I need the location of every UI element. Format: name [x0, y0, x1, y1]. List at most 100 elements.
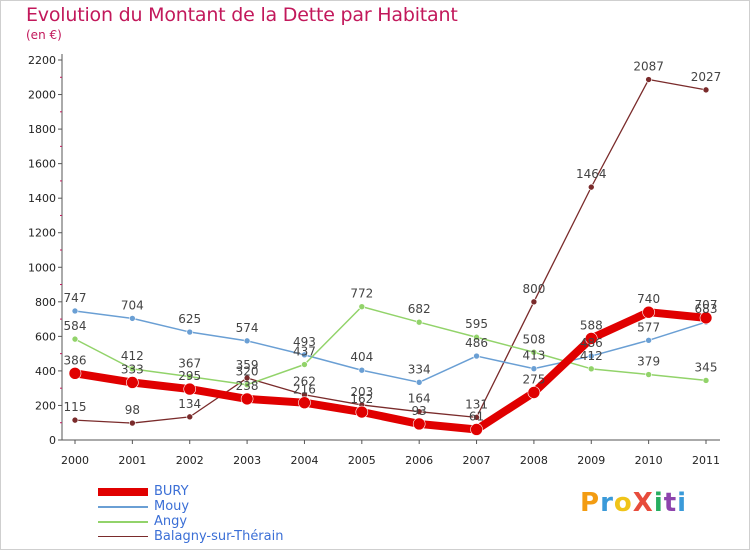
data-label: 404: [350, 350, 373, 364]
data-label: 574: [236, 321, 259, 335]
data-label: 683: [695, 302, 718, 316]
data-label: 1464: [576, 167, 607, 181]
data-point: [129, 315, 136, 322]
data-point: [473, 352, 480, 360]
data-label: 61: [469, 409, 484, 423]
data-label: 93: [412, 404, 427, 418]
data-label: 625: [178, 312, 201, 326]
x-tick-label: 2005: [348, 454, 376, 467]
data-point: [129, 419, 136, 427]
data-point: [530, 365, 538, 372]
data-point: [530, 298, 538, 306]
data-point: [298, 396, 311, 409]
data-point: [702, 377, 710, 384]
y-tick-label: 200: [35, 399, 56, 412]
data-label: 577: [637, 320, 660, 334]
data-point: [301, 361, 308, 368]
x-tick-label: 2003: [233, 454, 261, 467]
data-point: [186, 373, 194, 380]
data-point: [126, 376, 139, 389]
x-tick-label: 2008: [520, 454, 548, 467]
y-tick-label: 0: [49, 434, 56, 447]
legend-swatch: [98, 514, 148, 529]
data-label: 437: [293, 345, 316, 359]
logo-letter: X: [632, 488, 654, 518]
data-label: 162: [350, 392, 373, 406]
data-point: [186, 328, 194, 336]
data-point: [71, 416, 79, 424]
data-label: 486: [465, 336, 488, 350]
data-point: [243, 381, 251, 389]
logo-letter: i: [653, 488, 664, 518]
data-label: 508: [522, 332, 545, 346]
data-label: 367: [178, 357, 201, 371]
y-tick-label: 400: [35, 365, 56, 378]
data-point: [358, 366, 366, 374]
x-tick-label: 2006: [405, 454, 433, 467]
y-tick-label: 2000: [28, 89, 56, 102]
data-label: 216: [293, 383, 316, 397]
data-label: 203: [350, 385, 373, 399]
y-tick-label: 800: [35, 296, 56, 309]
data-label: 262: [293, 375, 316, 389]
x-tick-label: 2010: [635, 454, 663, 467]
data-point: [645, 337, 652, 344]
data-label: 588: [580, 318, 603, 332]
x-tick-label: 2011: [692, 454, 720, 467]
logo-letter: t: [663, 488, 678, 518]
data-point: [473, 414, 480, 421]
data-label: 486: [580, 336, 603, 350]
data-label: 98: [125, 403, 140, 417]
data-point: [243, 374, 251, 382]
legend-label: BURY: [154, 484, 189, 499]
data-label: 493: [293, 335, 316, 349]
data-point: [470, 423, 483, 436]
data-point: [243, 337, 251, 345]
data-label: 134: [178, 397, 201, 411]
data-label: 747: [64, 291, 87, 305]
logo-letter: i: [677, 488, 688, 518]
data-point: [355, 405, 369, 419]
data-label: 682: [408, 302, 431, 316]
data-label: 800: [522, 282, 545, 296]
data-label: 238: [236, 379, 259, 393]
data-label: 333: [121, 362, 144, 376]
y-tick-label: 1800: [28, 123, 56, 136]
data-point: [358, 303, 366, 310]
y-tick-label: 600: [35, 330, 56, 343]
data-point: [415, 318, 423, 326]
data-point: [68, 367, 82, 380]
data-point: [645, 371, 652, 378]
data-label: 595: [465, 317, 488, 331]
data-point: [702, 86, 710, 94]
y-tick-label: 1400: [28, 192, 56, 205]
data-point: [699, 311, 713, 325]
x-tick-label: 2007: [463, 454, 491, 467]
legend-label: Mouy: [154, 499, 190, 514]
data-point: [412, 417, 426, 431]
data-point: [645, 76, 652, 83]
data-label: 386: [64, 353, 87, 367]
data-label: 131: [465, 397, 488, 411]
y-tick-label: 1000: [28, 261, 56, 274]
data-label: 379: [637, 355, 660, 369]
legend-swatch: [98, 499, 148, 514]
series-line-mouy: [74, 310, 707, 384]
data-point: [240, 392, 254, 406]
data-point: [415, 408, 423, 415]
data-point: [530, 348, 538, 356]
logo-letter: P: [580, 488, 601, 518]
data-label: 2087: [633, 60, 664, 74]
data-point: [71, 335, 79, 343]
logo-letter: r: [600, 488, 614, 518]
data-label: 320: [236, 365, 259, 379]
chart-title: Evolution du Montant de la Dette par Hab…: [26, 4, 458, 26]
data-point: [587, 365, 595, 373]
data-point: [71, 307, 79, 315]
data-label: 164: [408, 392, 431, 406]
data-label: 295: [178, 369, 201, 383]
x-tick-label: 2004: [290, 454, 318, 467]
x-tick-label: 2009: [577, 454, 605, 467]
legend-swatch: [98, 484, 148, 499]
